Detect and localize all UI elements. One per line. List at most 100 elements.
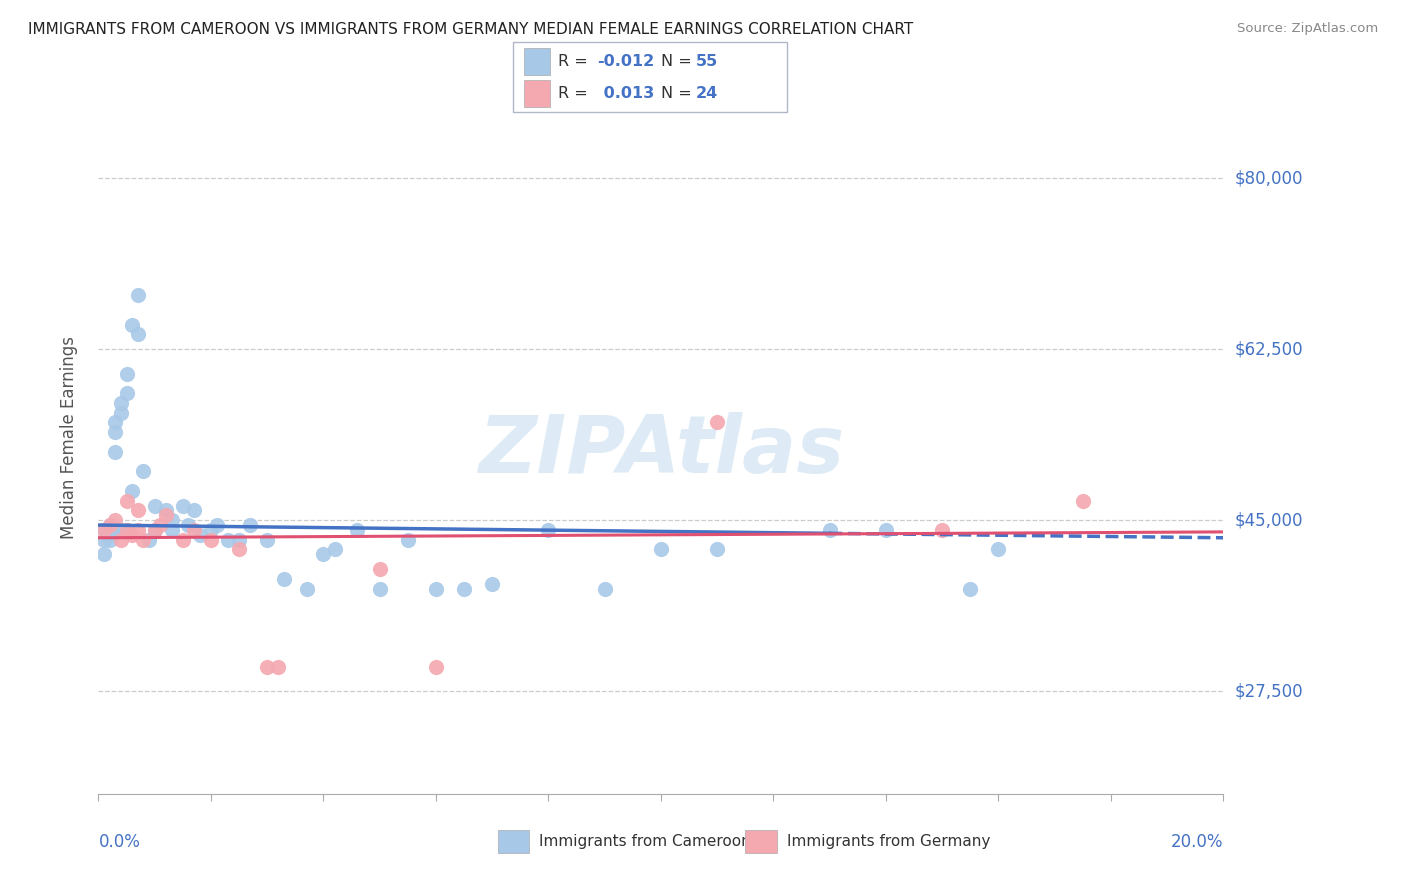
Point [273, 572, 295, 586]
Point [593, 582, 616, 596]
Point [425, 660, 447, 674]
Point [121, 483, 143, 498]
Point [104, 416, 127, 430]
Point [98, 533, 121, 547]
Point [143, 523, 166, 537]
Point [110, 523, 132, 537]
Text: N =: N = [661, 54, 697, 69]
Point [931, 523, 953, 537]
Point [110, 396, 132, 410]
Point [93, 533, 115, 547]
Point [256, 533, 278, 547]
Bar [498, 830, 529, 853]
Text: $27,500: $27,500 [1234, 682, 1303, 700]
Point [115, 523, 138, 537]
Point [818, 523, 841, 537]
Point [323, 542, 346, 557]
Point [256, 660, 278, 674]
Point [98, 528, 121, 542]
Text: $62,500: $62,500 [1234, 340, 1303, 358]
Point [110, 406, 132, 420]
Text: N =: N = [661, 86, 697, 101]
Point [93, 523, 115, 537]
Point [177, 518, 200, 533]
Point [453, 582, 475, 596]
Point [346, 523, 368, 537]
Point [239, 518, 262, 533]
Point [127, 523, 149, 537]
Point [132, 464, 155, 478]
Text: $45,000: $45,000 [1234, 511, 1303, 529]
Point [138, 533, 160, 547]
Text: Source: ZipAtlas.com: Source: ZipAtlas.com [1237, 22, 1378, 36]
Point [155, 503, 177, 517]
Point [160, 523, 183, 537]
Point [987, 542, 1010, 557]
Text: 55: 55 [696, 54, 718, 69]
Point [115, 367, 138, 381]
Text: R =: R = [558, 54, 593, 69]
Text: 24: 24 [696, 86, 718, 101]
Point [127, 327, 149, 342]
Point [110, 533, 132, 547]
Point [93, 548, 115, 562]
Point [295, 582, 318, 596]
Text: 0.013: 0.013 [598, 86, 654, 101]
Text: -0.012: -0.012 [598, 54, 655, 69]
Point [104, 444, 127, 458]
Text: R =: R = [558, 86, 593, 101]
Point [706, 416, 728, 430]
Point [121, 528, 143, 542]
Point [104, 523, 127, 537]
Text: Immigrants from Germany: Immigrants from Germany [787, 834, 990, 849]
Point [115, 493, 138, 508]
Point [104, 425, 127, 440]
Point [98, 518, 121, 533]
Y-axis label: Median Female Earnings: Median Female Earnings [59, 335, 77, 539]
Point [127, 288, 149, 302]
Point [396, 533, 419, 547]
Point [368, 582, 391, 596]
Point [172, 499, 194, 513]
Point [155, 508, 177, 523]
Text: 0.0%: 0.0% [98, 833, 141, 851]
Point [121, 318, 143, 332]
Point [127, 503, 149, 517]
Point [183, 503, 205, 517]
Point [200, 523, 222, 537]
Point [188, 528, 211, 542]
Text: $80,000: $80,000 [1234, 169, 1303, 187]
Point [132, 533, 155, 547]
Point [267, 660, 290, 674]
Text: ZIPAtlas: ZIPAtlas [478, 412, 844, 491]
Point [425, 582, 447, 596]
Point [368, 562, 391, 576]
Point [228, 533, 250, 547]
Text: 20.0%: 20.0% [1171, 833, 1223, 851]
Bar [745, 830, 776, 853]
Point [143, 499, 166, 513]
Point [875, 523, 897, 537]
Point [183, 523, 205, 537]
Point [959, 582, 981, 596]
Point [481, 576, 503, 591]
Text: IMMIGRANTS FROM CAMEROON VS IMMIGRANTS FROM GERMANY MEDIAN FEMALE EARNINGS CORRE: IMMIGRANTS FROM CAMEROON VS IMMIGRANTS F… [28, 22, 914, 37]
Point [172, 533, 194, 547]
Point [200, 533, 222, 547]
Point [650, 542, 672, 557]
Point [98, 518, 121, 533]
Point [93, 523, 115, 537]
Point [1071, 493, 1094, 508]
Point [143, 523, 166, 537]
Point [149, 518, 172, 533]
Point [217, 533, 239, 547]
Point [115, 523, 138, 537]
Point [537, 523, 560, 537]
Point [205, 518, 228, 533]
Text: Immigrants from Cameroon: Immigrants from Cameroon [540, 834, 751, 849]
Point [115, 386, 138, 401]
Point [312, 548, 335, 562]
Point [228, 542, 250, 557]
Point [706, 542, 728, 557]
Point [160, 513, 183, 527]
